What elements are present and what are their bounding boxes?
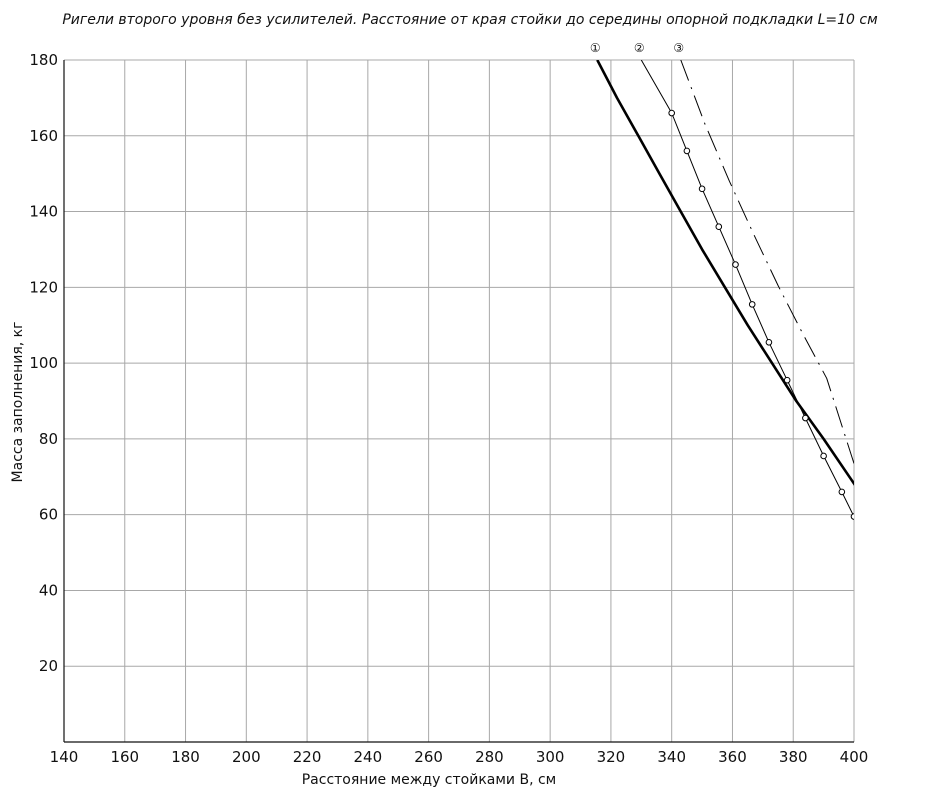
series-id-label: ② [634, 41, 645, 55]
x-tick-label: 360 [718, 748, 747, 766]
horizontal-gridlines [64, 59, 854, 667]
y-tick-label: 160 [29, 127, 58, 145]
series-layer [596, 60, 854, 520]
x-tick-label: 280 [475, 748, 504, 766]
chart-title: Ригели второго уровня без усилителей. Ра… [62, 12, 878, 28]
series-point [802, 414, 809, 422]
x-tick-label: 240 [354, 748, 383, 766]
vertical-gridlines [124, 60, 855, 742]
x-tick-label: 380 [779, 748, 808, 766]
series-point [668, 109, 675, 117]
series-point [850, 513, 854, 520]
series-line-3 [680, 60, 854, 464]
series-id-marker-2: ② [634, 41, 645, 55]
x-tick-label: 340 [657, 748, 686, 766]
x-tick-label: 320 [597, 748, 626, 766]
series-point [765, 338, 773, 346]
series-line-1 [596, 60, 854, 486]
series-point [683, 147, 691, 155]
x-tick-label: 200 [232, 748, 261, 766]
x-tick-label: 220 [293, 748, 322, 766]
x-tick-label: 260 [414, 748, 443, 766]
series-line-2 [640, 60, 854, 517]
x-tick-label: 160 [110, 748, 139, 766]
x-tick-label: 300 [536, 748, 565, 766]
x-tick-labels: 140 160 180 200 220 240 260 280 300 320 340 360 380 4… [50, 748, 869, 766]
y-tick-label: 20 [39, 657, 58, 675]
series-id-label: ③ [673, 41, 684, 55]
series-point [698, 185, 706, 193]
series-point [732, 261, 739, 268]
x-axis-label: Расстояние между стойками В, см [302, 772, 557, 788]
x-tick-label: 140 [50, 748, 79, 766]
y-tick-label: 100 [29, 354, 58, 372]
x-tick-label: 400 [840, 748, 869, 766]
y-tick-label: 140 [29, 203, 58, 221]
y-tick-label: 120 [29, 278, 58, 296]
series-point [748, 301, 756, 308]
series-id-markers: ① ② ③ [590, 41, 684, 55]
series-id-label: ① [590, 41, 601, 55]
y-axis-label: Масса заполнения, кг [10, 322, 26, 483]
series-id-marker-1: ① [590, 41, 601, 55]
series-point [820, 452, 827, 460]
y-tick-label: 60 [39, 506, 58, 524]
series-id-marker-3: ③ [673, 41, 684, 55]
series-point [838, 488, 846, 496]
series-point [783, 376, 791, 384]
y-tick-label: 80 [39, 430, 58, 448]
y-tick-label: 180 [29, 51, 58, 69]
x-tick-label: 180 [171, 748, 200, 766]
y-tick-labels: 20 40 60 80 100 120 140 160 180 [29, 51, 58, 675]
y-tick-label: 40 [39, 581, 58, 599]
series-point [715, 223, 723, 231]
